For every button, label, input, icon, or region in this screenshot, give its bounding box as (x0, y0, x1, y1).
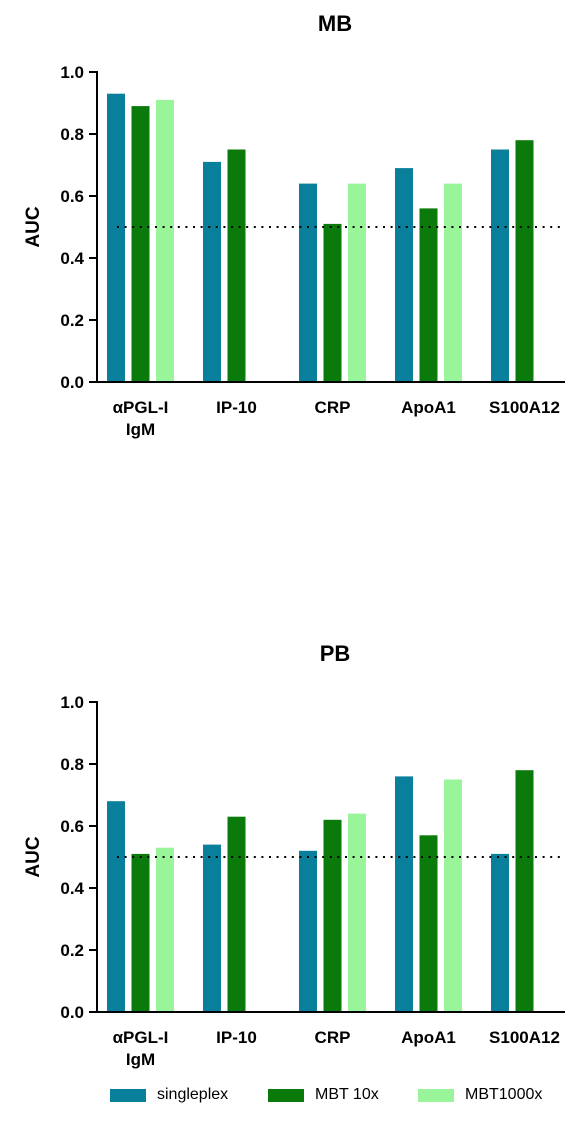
pb-y-tick-label: 0.2 (60, 941, 84, 960)
pb-bar-ip-10-singleplex (203, 844, 221, 1012)
pb-y-tick-label: 0.6 (60, 817, 84, 836)
pb-bar-apgl-i-igm-singleplex (107, 801, 125, 1012)
mb-x-category-label-apoa1: ApoA1 (401, 398, 456, 417)
mb-x-category-label-s100a12: S100A12 (489, 398, 560, 417)
pb-bar-apoa1-mbt1000x (444, 779, 462, 1012)
mb-bar-apoa1-mbt1000x (444, 183, 462, 382)
pb-bar-crp-mbt1000x (348, 813, 366, 1012)
pb-bar-ip-10-mbt10x (227, 816, 246, 1012)
mb-bar-apoa1-singleplex (395, 168, 413, 382)
mb-y-tick-label: 0.0 (60, 373, 84, 392)
mb-y-axis-label: AUC (23, 206, 44, 247)
pb-y-tick-label: 0.0 (60, 1003, 84, 1022)
legend-label-singleplex: singleplex (157, 1086, 229, 1103)
pb-x-category-label-apoa1: ApoA1 (401, 1028, 456, 1047)
legend-item-mbt10x: MBT 10x (268, 1086, 379, 1104)
mb-bar-crp-singleplex (299, 183, 317, 382)
mb-y-tick-label: 0.6 (60, 187, 84, 206)
mb-bar-apgl-i-igm-mbt10x (131, 106, 150, 382)
mb-x-category-label-apgl-i-igm: IgM (126, 420, 155, 439)
legend: singleplex MBT 10x MBT1000x (0, 1086, 575, 1126)
mb-y-tick-label: 0.2 (60, 311, 84, 330)
pb-bar-apgl-i-igm-mbt1000x (156, 847, 174, 1012)
pb-y-tick-label: 1.0 (60, 693, 84, 712)
pb-y-tick-label: 0.8 (60, 755, 84, 774)
pb-bar-s100a12-singleplex (491, 853, 509, 1012)
pb-chart: PB AUC 0.0 0.2 0.4 0.6 0.8 1.0 αPGL-I IgM IP-10 CRP… (23, 641, 565, 1069)
mb-y-tick-label: 1.0 (60, 63, 84, 82)
legend-item-mbt1000x: MBT1000x (418, 1086, 542, 1104)
pb-y-axis-label: AUC (23, 836, 44, 877)
legend-swatch-mbt10x (268, 1088, 304, 1102)
mb-bar-s100a12-singleplex (491, 149, 509, 382)
pb-x-category-label-ip-10: IP-10 (216, 1028, 257, 1047)
mb-x-category-label-ip-10: IP-10 (216, 398, 257, 417)
pb-x-category-label-crp: CRP (315, 1028, 351, 1047)
mb-y-tick-label: 0.4 (60, 249, 84, 268)
mb-chart: MB AUC 0.0 0.2 0.4 0.6 0.8 1.0 αPGL-I IgM IP-10 CRP… (23, 11, 565, 439)
pb-x-category-label-s100a12: S100A12 (489, 1028, 560, 1047)
mb-chart-title: MB (318, 11, 352, 36)
mb-bar-s100a12-mbt10x (515, 140, 534, 382)
pb-bar-s100a12-mbt10x (515, 770, 534, 1012)
pb-bar-apoa1-mbt10x (419, 835, 438, 1012)
mb-x-category-label-apgl-i-igm: αPGL-I (113, 398, 169, 417)
legend-item-singleplex: singleplex (110, 1086, 228, 1104)
pb-chart-panel: PB AUC 0.0 0.2 0.4 0.6 0.8 1.0 αPGL-I IgM IP-10 CRP… (0, 630, 575, 1130)
pb-bar-apgl-i-igm-mbt10x (131, 853, 150, 1012)
pb-bar-crp-mbt10x (323, 819, 342, 1012)
legend-label-mbt10x: MBT 10x (315, 1086, 379, 1103)
mb-bar-ip-10-mbt10x (227, 149, 246, 382)
pb-bar-apoa1-singleplex (395, 776, 413, 1012)
pb-y-tick-label: 0.4 (60, 879, 84, 898)
legend-swatch-singleplex (110, 1088, 146, 1102)
mb-bar-apgl-i-igm-mbt1000x (156, 99, 174, 383)
mb-bar-crp-mbt10x (323, 223, 342, 382)
pb-bar-crp-singleplex (299, 850, 317, 1012)
pb-x-category-label-apgl-i-igm: IgM (126, 1050, 155, 1069)
mb-bar-ip-10-singleplex (203, 161, 221, 382)
mb-bar-crp-mbt1000x (348, 183, 366, 382)
pb-x-category-label-apgl-i-igm: αPGL-I (113, 1028, 169, 1047)
mb-bar-apgl-i-igm-singleplex (107, 93, 125, 382)
legend-label-mbt1000x: MBT1000x (465, 1086, 543, 1103)
mb-y-tick-label: 0.8 (60, 125, 84, 144)
mb-x-category-label-crp: CRP (315, 398, 351, 417)
legend-swatch-mbt1000x (418, 1088, 454, 1102)
pb-chart-title: PB (320, 641, 351, 666)
mb-bar-apoa1-mbt10x (419, 208, 438, 382)
mb-chart-panel: MB AUC 0.0 0.2 0.4 0.6 0.8 1.0 αPGL-I IgM IP-10 CRP… (0, 0, 575, 500)
